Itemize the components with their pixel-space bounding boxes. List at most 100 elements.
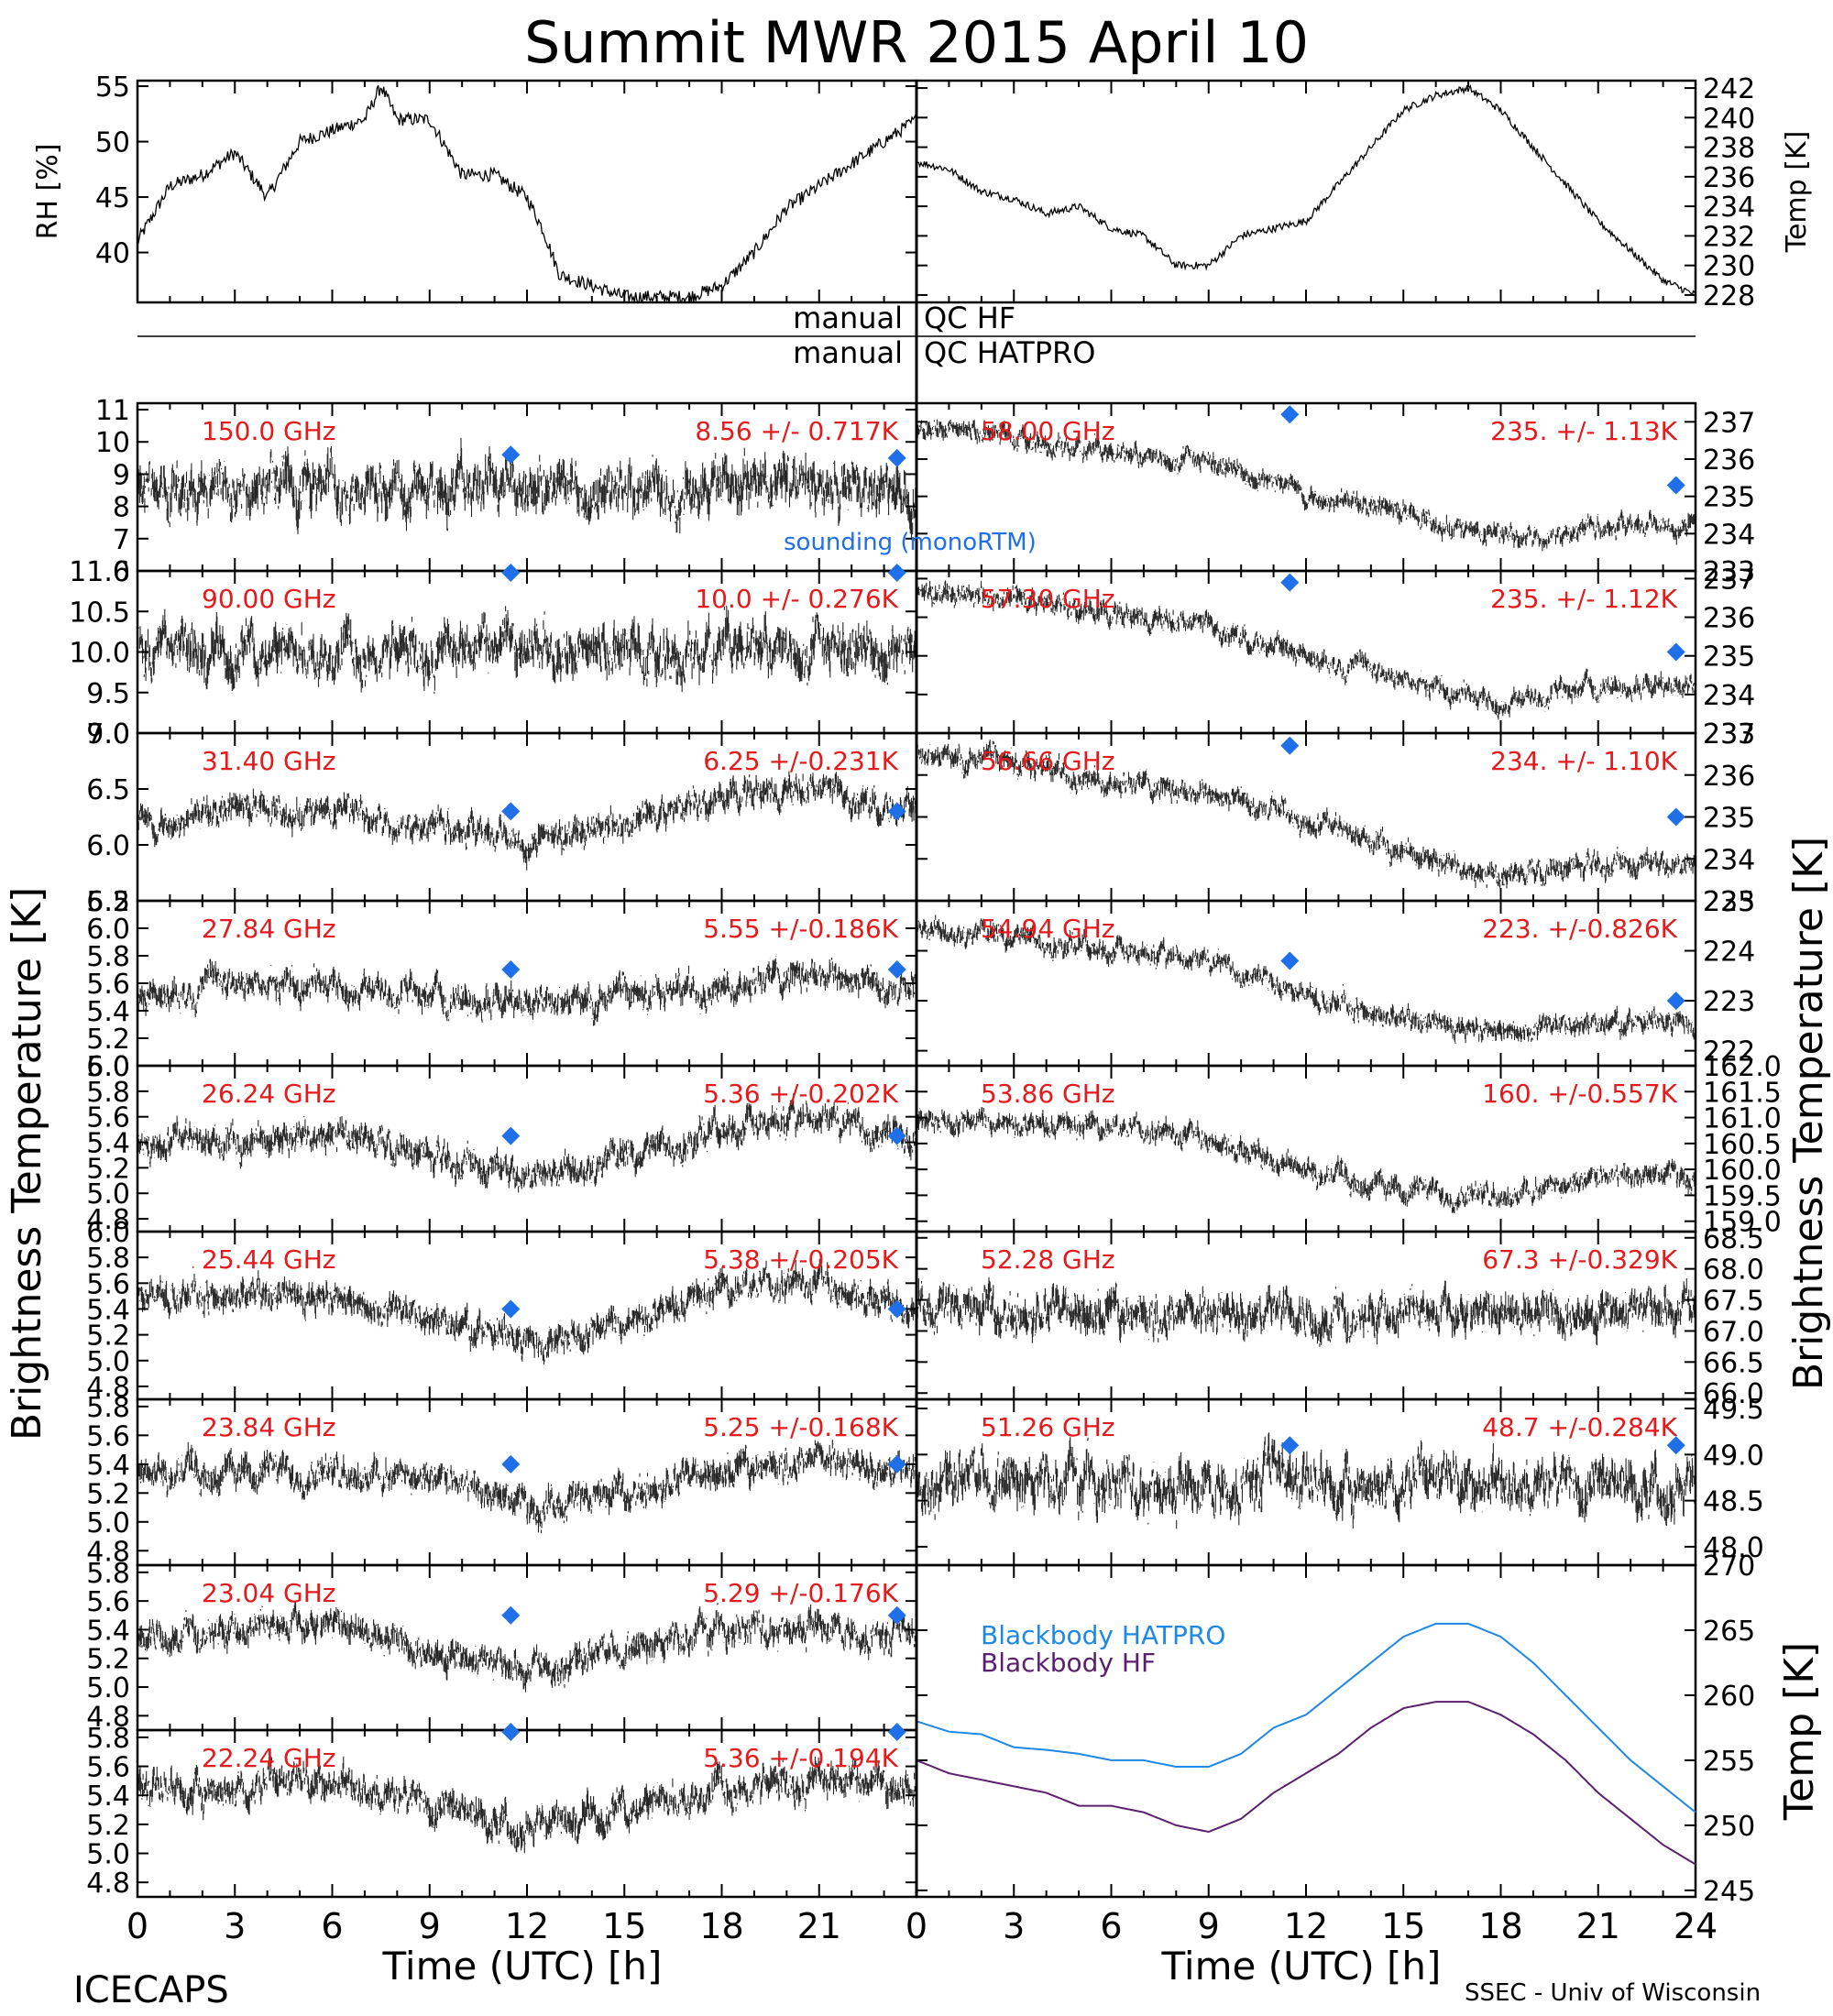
panel-31-40-ghz-stat-label: 6.25 +/-0.231K: [703, 746, 898, 776]
panel-31-40-ghz-sounding-point: [887, 802, 906, 821]
panel-90-00-ghz-ytick-label: 10.5: [69, 597, 130, 629]
panel-26-24-ghz-ytick-label: 6.0: [86, 1051, 130, 1083]
x-tick-label-left: 15: [602, 1906, 646, 1946]
panel-150-0-ghz-ytick-label: 9: [113, 459, 130, 491]
panel-26-24-ghz-trace-path: [137, 1093, 917, 1193]
qc-hatpro-manual: manual: [793, 335, 903, 370]
panel-53-86-ghz-ytick-label: 161.5: [1703, 1077, 1782, 1109]
qc-hf-manual: manual: [793, 301, 903, 335]
temp-ytick-label: 230: [1703, 251, 1755, 283]
blackbody-ytick-label: 250: [1703, 1811, 1755, 1843]
rh-ytick-label: 50: [95, 127, 130, 159]
panel-51-26-ghz-trace-path: [916, 1432, 1696, 1529]
panel-56-66-ghz-ytick-label: 236: [1703, 761, 1755, 793]
panel-27-84-ghz-trace-path: [137, 956, 917, 1026]
panel-90-00-ghz-sounding-point: [501, 564, 521, 582]
panel-54-94-ghz-stat-label: 223. +/-0.826K: [1482, 914, 1677, 944]
panel-22-24-ghz-trace: [137, 1756, 917, 1854]
panel-90-00-ghz-ytick-label: 9.0: [86, 718, 130, 751]
panel-31-40-ghz-ytick-label: 6.5: [86, 774, 130, 806]
footer-right: SSEC - Univ of Wisconsin: [1465, 1979, 1761, 2007]
panel-57-30-ghz-stat-label: 235. +/- 1.12K: [1490, 584, 1677, 614]
panel-27-84-ghz-ytick-label: 6.2: [86, 886, 130, 918]
panel-90-00-ghz-sounding-point: [887, 564, 906, 582]
x-tick-label-right: 18: [1478, 1906, 1522, 1946]
temp-ytick-label: 238: [1703, 133, 1755, 165]
panel-54-94-ghz-sounding-point: [1280, 951, 1300, 970]
panel-25-44-ghz-channel-label: 25.44 GHz: [202, 1244, 336, 1275]
temp-ytick-label: 234: [1703, 192, 1755, 224]
panel-53-86-ghz-ytick-label: 160.5: [1703, 1129, 1782, 1161]
x-tick-label-left: 3: [224, 1906, 246, 1946]
x-tick-label-left: 9: [419, 1906, 441, 1946]
blackbody-legend-entry: Blackbody HF: [981, 1648, 1156, 1678]
panel-26-24-ghz-ytick-label: 4.8: [86, 1204, 130, 1236]
panel-56-66-ghz-stat-label: 234. +/- 1.10K: [1490, 746, 1677, 776]
panel-23-04-ghz-trace: [137, 1600, 917, 1693]
panel-26-24-ghz-sounding-point: [501, 1126, 521, 1145]
panel-25-44-ghz-ytick-label: 5.4: [86, 1294, 130, 1326]
x-tick-label-right: 0: [906, 1906, 927, 1946]
panel-22-24-ghz-sounding-point: [501, 1723, 521, 1741]
panel-23-04-ghz-ytick-label: 5.8: [86, 1558, 130, 1590]
panel-53-86-ghz-ytick-label: 161.0: [1703, 1103, 1782, 1135]
panel-51-26-ghz-ytick-label: 49.0: [1703, 1440, 1764, 1472]
panel-25-44-ghz-trace: [137, 1258, 917, 1365]
panel-90-00-ghz-ytick-label: 10.0: [69, 638, 130, 670]
x-tick-label-right: 21: [1576, 1906, 1620, 1946]
panel-58-00-ghz-ytick-label: 235: [1703, 482, 1755, 514]
panel-25-44-ghz-sounding-point: [887, 1299, 906, 1319]
panel-53-86-ghz-ytick-label: 160.0: [1703, 1155, 1782, 1187]
panel-27-84-ghz-ytick-label: 5.0: [86, 1051, 130, 1083]
ylabel-right: Brightness Temperature [K]: [1785, 837, 1832, 1390]
blackbody-ytick-label: 270: [1703, 1550, 1755, 1583]
x-tick-label-left: 18: [699, 1906, 743, 1946]
panel-25-44-ghz-ytick-label: 5.0: [86, 1346, 130, 1378]
panel-52-28-ghz-ytick-label: 67.0: [1703, 1316, 1764, 1348]
temp-ylabel: Temp [K]: [1781, 131, 1813, 254]
panel-52-28-ghz-ytick-label: 67.5: [1703, 1286, 1764, 1318]
panel-26-24-ghz-channel-label: 26.24 GHz: [202, 1079, 336, 1109]
panel-26-24-ghz-trace: [137, 1093, 917, 1193]
panel-90-00-ghz-trace-path: [137, 605, 917, 694]
panel-56-66-ghz-channel-label: 56.66 GHz: [981, 746, 1115, 776]
panel-23-84-ghz-ytick-label: 5.2: [86, 1478, 130, 1510]
panel-150-0-ghz-trace: [137, 437, 917, 541]
panel-27-84-ghz-ytick-label: 5.8: [86, 941, 130, 973]
panel-26-24-ghz-ytick-label: 5.2: [86, 1153, 130, 1185]
x-tick-label-right: 9: [1198, 1906, 1220, 1946]
panel-90-00-ghz-ytick-label: 9.5: [86, 678, 130, 710]
panel-23-84-ghz-ytick-label: 4.8: [86, 1536, 130, 1568]
panel-53-86-ghz-ytick-label: 159.0: [1703, 1207, 1782, 1239]
panel-54-94-ghz-ytick-label: 222: [1703, 1036, 1755, 1068]
panel-25-44-ghz-ytick-label: 6.0: [86, 1217, 130, 1249]
panel-90-00-ghz-stat-label: 10.0 +/- 0.276K: [695, 584, 898, 614]
panel-150-0-ghz-ytick-label: 7: [113, 524, 130, 556]
panel-31-40-ghz-trace: [137, 771, 917, 871]
panel-150-0-ghz-sounding-point: [887, 448, 906, 467]
panel-52-28-ghz-ytick-label: 68.5: [1703, 1223, 1764, 1255]
panel-23-04-ghz-trace-path: [137, 1600, 917, 1693]
panel-150-0-ghz-ytick-label: 8: [113, 492, 130, 524]
panel-23-84-ghz-ytick-label: 5.0: [86, 1507, 130, 1539]
panel-25-44-ghz-trace-path: [137, 1258, 917, 1365]
panel-150-0-ghz-ytick-label: 10: [95, 427, 130, 459]
panel-52-28-ghz-ytick-label: 68.0: [1703, 1255, 1764, 1287]
panel-53-86-ghz-trace: [916, 1107, 1696, 1213]
panel-23-04-ghz-ytick-label: 4.8: [86, 1701, 130, 1733]
x-tick-label-left: 6: [321, 1906, 343, 1946]
blackbody-panel-frame: [915, 1563, 1697, 1899]
qc-hf-label: QC HF: [924, 301, 1015, 335]
panel-22-24-ghz-ytick-label: 5.8: [86, 1723, 130, 1755]
panel-90-00-ghz-channel-label: 90.00 GHz: [202, 584, 336, 614]
x-tick-label-left: 21: [797, 1906, 841, 1946]
panel-23-84-ghz-ytick-label: 5.4: [86, 1450, 130, 1482]
panel-26-24-ghz-stat-label: 5.36 +/-0.202K: [703, 1079, 898, 1109]
panel-25-44-ghz-ytick-label: 5.6: [86, 1268, 130, 1300]
panel-23-84-ghz-sounding-point: [501, 1454, 521, 1474]
panel-26-24-ghz-ytick-label: 5.8: [86, 1077, 130, 1109]
panel-23-04-ghz-stat-label: 5.29 +/-0.176K: [703, 1578, 898, 1608]
temp-ytick-label: 232: [1703, 221, 1755, 253]
panel-22-24-ghz-stat-label: 5.36 +/-0.194K: [703, 1743, 898, 1773]
panel-58-00-ghz-channel-label: 58.00 GHz: [981, 416, 1115, 446]
